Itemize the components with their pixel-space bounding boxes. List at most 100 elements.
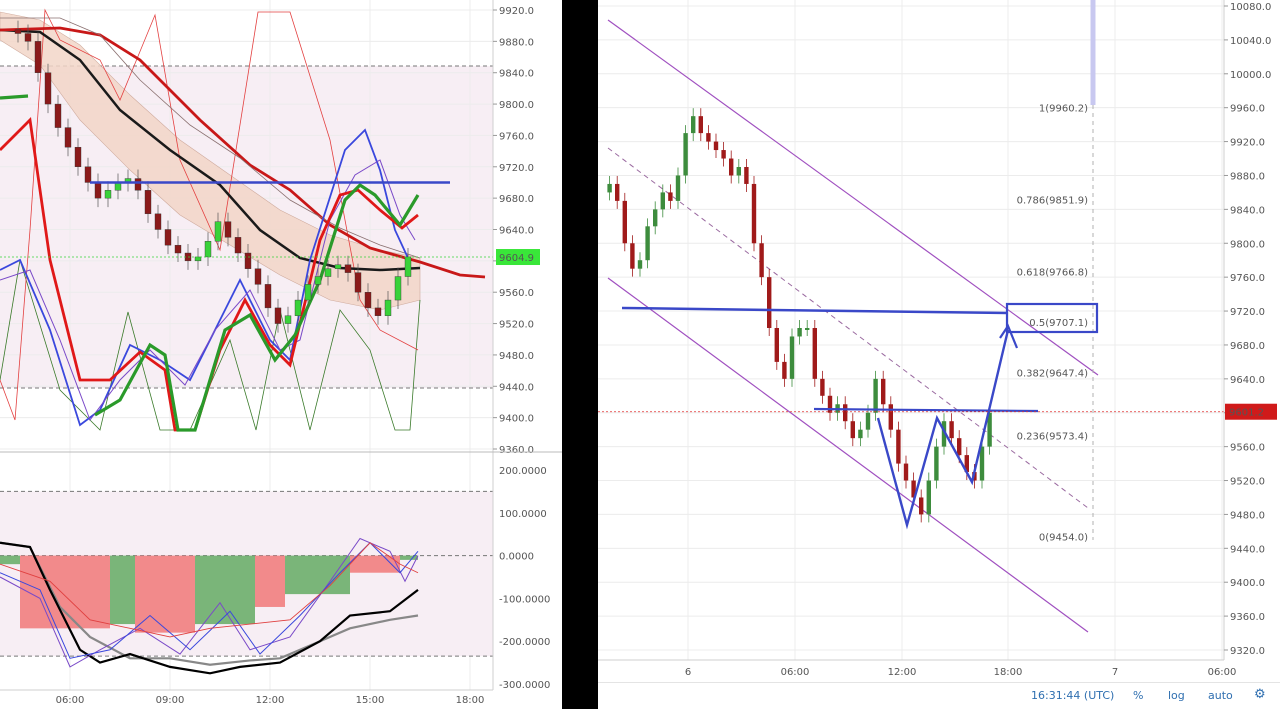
clock-readout: 16:31:44 (UTC) [1031,689,1115,702]
candle-body [911,480,916,498]
panel-divider [562,0,598,709]
time-tick-label: 06:00 [1208,667,1237,678]
candle-body [759,243,764,278]
candle-body [54,103,62,128]
candle-body [767,277,772,328]
osc-histogram-block [0,555,20,565]
fib-level-label: 0.786(9851.9) [1017,195,1089,206]
candle-body [888,404,893,430]
neckline-lower [813,407,1039,413]
candle-body [615,183,620,201]
candle-body [174,244,182,254]
candle-body [374,307,382,316]
fib-level-label: 0.382(9647.4) [1017,369,1089,380]
log-toggle[interactable]: log [1168,689,1185,702]
candle-body [164,229,172,246]
price-tick-label: 10000.0 [1230,70,1271,81]
osc-purple-line [0,537,419,668]
candle-body [194,256,202,262]
candle-body [645,226,650,261]
candle-body [94,182,102,199]
upper-band-line [0,17,421,259]
candle-body [675,175,681,201]
candle-body [903,463,909,481]
price-tick-label: 9480.0 [1230,510,1265,521]
green-stochastic-start [0,94,29,100]
candle-body [843,404,848,422]
candle-body [820,378,825,396]
price-tick-label: 9720.0 [1230,307,1265,318]
time-tick-label: 06:00 [781,667,810,678]
candle-body [144,190,152,215]
price-tick-label: 9880.0 [499,37,534,48]
channel-lower-line [607,277,1089,633]
candle-body [698,116,703,134]
candle-body [964,455,969,473]
fib-level-label: 0.236(9573.4) [1017,431,1089,442]
neckline-upper [621,306,1009,315]
candle-body [84,166,92,183]
candle-body [224,221,232,238]
price-tick-label: 9640.0 [1230,375,1265,386]
time-tick-label: 12:00 [256,695,285,706]
time-tick-label: 7 [1112,667,1118,678]
right-chart[interactable]: 1(9960.2) 0.786(9851.9) 0.618(9766.8) 0.5(9… [598,0,1280,683]
price-tick-label: 9680.0 [1230,341,1265,352]
candle-body [607,183,612,193]
price-tick-label: 9720.0 [499,163,534,174]
candle-body [304,284,312,301]
settings-gear-icon[interactable]: ⚙ [1254,687,1266,702]
candle-body [34,41,42,73]
candle-body [805,328,810,330]
candle-body [622,200,627,244]
price-tick-label: 9800.0 [499,100,534,111]
right-chart-panel[interactable]: 1(9960.2) 0.786(9851.9) 0.618(9766.8) 0.5(9… [598,0,1280,709]
red-moving-average [0,26,486,279]
channel-upper-line [607,19,1099,376]
candle-body [721,150,726,159]
current-price-box [1225,403,1277,420]
osc-red-line [0,542,419,638]
candle-body [294,299,302,316]
status-bar: 16:31:44 (UTC) % log auto ⚙ [598,682,1280,709]
osc-histogram-block [255,555,285,607]
percent-toggle[interactable]: % [1133,689,1144,702]
fib-level-label: 0(9454.0) [1039,532,1088,543]
candle-body [683,133,688,176]
candle-body [354,272,362,293]
candle-body [104,190,112,199]
candle-body [630,243,635,269]
price-tick-label: 9800.0 [1230,239,1265,250]
candle-body [404,256,412,277]
price-tick-label: 9920.0 [1230,138,1265,149]
candle-body [324,268,332,277]
candle-body [660,192,665,210]
price-tick-label: 9400.0 [499,414,534,425]
price-tick-label: 9440.0 [1230,544,1265,555]
thin-green-line [0,259,421,431]
osc-histogram-block [195,555,255,625]
price-tick-label: 9840.0 [1230,205,1265,216]
left-chart-panel[interactable]: 9920.0 9880.0 9840.0 9800.0 9760.0 9720.0 9680… [0,0,562,709]
candle-body [934,446,939,481]
candle-body [706,133,711,142]
auto-toggle[interactable]: auto [1208,689,1233,702]
candle-body [941,421,947,447]
price-tick-label: 9760.0 [1230,273,1265,284]
time-tick-label: 12:00 [888,667,917,678]
price-tick-label: 9840.0 [499,69,534,80]
candle-body [24,33,32,42]
purple-oscillator-line [0,159,416,422]
candle-body [74,146,82,167]
osc-tick-label: -100.0000 [499,594,550,605]
candle-body [881,378,886,405]
osc-tick-label: 200.0000 [499,466,547,477]
osc-histogram-block [350,555,400,573]
candle-body [979,446,985,481]
fib-level-label: 0.618(9766.8) [1017,267,1089,278]
osc-tick-label: -200.0000 [499,637,550,648]
left-chart[interactable]: 9920.0 9880.0 9840.0 9800.0 9760.0 9720.0 9680… [0,0,562,709]
candle-body [154,213,162,230]
candle-body [344,264,352,273]
candle-body [987,412,992,447]
